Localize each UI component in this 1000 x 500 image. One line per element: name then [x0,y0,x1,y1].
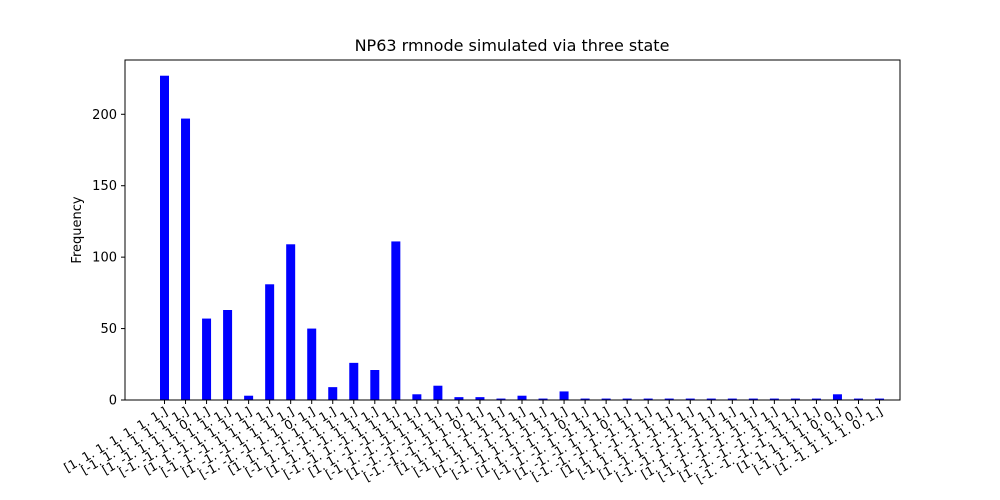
plot-frame [124,59,901,401]
bar-17 [517,395,527,400]
bar-30 [790,398,800,400]
y-tick-label: 200 [92,108,117,123]
x-axis-ticks: [1. 1. 1. 1. 1. 1. 1.][-1. 1. 1. 1. 1. 1… [61,400,885,486]
bar-10 [370,370,380,400]
bars-group [160,75,885,401]
bar-22 [622,398,632,400]
bar-6 [286,244,296,400]
y-axis-label: Frequency [70,196,85,263]
bar-33 [853,398,863,400]
bar-28 [748,398,758,400]
bar-29 [769,398,779,400]
bar-16 [496,398,506,400]
bar-13 [433,385,443,400]
bar-2 [202,318,212,400]
bar-12 [412,394,422,400]
bar-1 [181,118,191,400]
bar-21 [601,398,611,400]
bar-18 [538,398,548,400]
bar-14 [454,397,464,400]
bar-31 [811,398,821,400]
bar-25 [685,398,695,400]
bar-19 [559,391,569,400]
bar-0 [160,75,169,401]
bar-8 [328,387,338,400]
bar-34 [875,398,885,400]
chart-title: NP63 rmnode simulated via three state [355,36,670,55]
bar-11 [391,241,401,400]
bar-24 [664,398,674,400]
bar-20 [580,398,590,400]
y-tick-label: 0 [109,394,117,409]
bar-3 [223,310,233,400]
bar-7 [307,328,317,400]
y-tick-label: 100 [92,251,117,266]
bar-9 [349,362,359,400]
y-tick-label: 150 [92,179,117,194]
bar-26 [706,398,716,400]
bar-4 [244,395,254,400]
bar-5 [265,284,275,400]
bar-23 [643,398,653,400]
bar-15 [475,397,485,400]
bar-27 [727,398,737,400]
y-axis-ticks: 0 50 100 150 200 [92,108,125,409]
bar-32 [832,394,842,400]
y-tick-label: 50 [100,322,117,337]
